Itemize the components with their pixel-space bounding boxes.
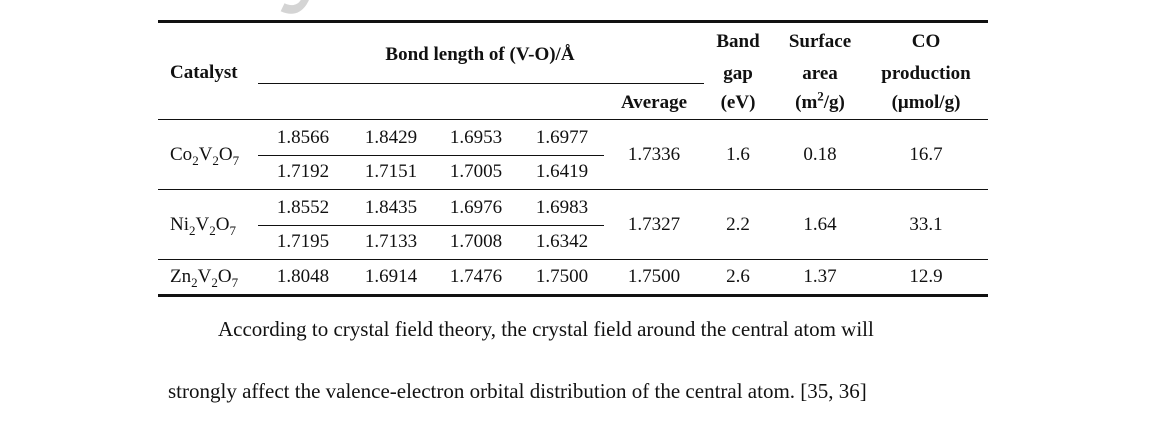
catalyst-ni2v2o7: Ni2V2O7 (170, 214, 236, 238)
catalyst-zn2v2o7: Zn2V2O7 (170, 266, 239, 290)
catalyst-co2v2o7: Co2V2O7 (170, 144, 240, 168)
header-band-gap-1: Band (716, 31, 760, 52)
header-co-2: production (881, 63, 971, 84)
band-gap-value: 1.6 (726, 144, 750, 165)
row-divider-1 (158, 189, 988, 190)
bond-value: 1.8048 (276, 266, 330, 287)
bond-value: 1.7151 (364, 161, 418, 182)
row-divider-2 (158, 259, 988, 260)
band-gap-value: 2.6 (726, 266, 750, 287)
header-average: Average (620, 92, 688, 113)
average-value: 1.7327 (627, 214, 681, 235)
header-co-1: CO (911, 31, 941, 52)
header-band-gap-3: (eV) (720, 92, 756, 113)
bond-value: 1.6419 (535, 161, 589, 182)
table-bottom-rule (158, 294, 988, 297)
bond-value: 1.7133 (364, 231, 418, 252)
table-top-rule (158, 20, 988, 23)
bond-value: 1.6914 (364, 266, 418, 287)
bond-value: 1.6977 (535, 127, 589, 148)
bond-value: 1.7500 (535, 266, 589, 287)
co-production-value: 33.1 (909, 214, 943, 235)
bond-value: 1.8552 (276, 197, 330, 218)
bond-value: 1.7005 (449, 161, 503, 182)
header-bond-length: Bond length of (V-O)/Å (385, 44, 575, 65)
surface-area-value: 0.18 (803, 144, 837, 165)
bond-value: 1.6976 (449, 197, 503, 218)
ni-subrow-divider (258, 225, 604, 226)
bond-value: 1.8435 (364, 197, 418, 218)
header-surface-unit: (m2/g) (795, 88, 845, 114)
surface-unit-post: /g) (823, 92, 845, 113)
header-co-3: (μmol/g) (891, 92, 961, 113)
body-text-2: strongly affect the valence-electron orb… (168, 379, 867, 403)
bond-value: 1.7192 (276, 161, 330, 182)
co-production-value: 16.7 (909, 144, 943, 165)
co-subrow-divider (258, 155, 604, 156)
surface-area-value: 1.37 (803, 266, 837, 287)
body-paragraph-line-1: According to crystal field theory, the c… (168, 316, 1000, 342)
header-surface-1: Surface (788, 31, 852, 52)
bond-value: 1.8566 (276, 127, 330, 148)
bond-value: 1.7476 (449, 266, 503, 287)
bond-value: 1.8429 (364, 127, 418, 148)
bond-length-underline (258, 83, 704, 84)
body-paragraph-line-2: strongly affect the valence-electron orb… (168, 378, 1000, 404)
header-band-gap-2: gap (723, 63, 753, 84)
bond-value: 1.6953 (449, 127, 503, 148)
data-table: Catalyst Bond length of (V-O)/Å Average … (158, 20, 988, 297)
header-catalyst: Catalyst (170, 62, 238, 83)
surface-area-value: 1.64 (803, 214, 837, 235)
body-text-1: According to crystal field theory, the c… (218, 317, 874, 341)
header-surface-2: area (802, 63, 838, 84)
header-bottom-rule (158, 119, 988, 120)
average-value: 1.7336 (627, 144, 681, 165)
average-value: 1.7500 (627, 266, 681, 287)
co-production-value: 12.9 (909, 266, 943, 287)
surface-unit-sup: 2 (817, 88, 824, 104)
bond-value: 1.7195 (276, 231, 330, 252)
bond-value: 1.6983 (535, 197, 589, 218)
bond-value: 1.7008 (449, 231, 503, 252)
bond-value: 1.6342 (535, 231, 589, 252)
band-gap-value: 2.2 (726, 214, 750, 235)
surface-unit-pre: (m (795, 92, 818, 113)
